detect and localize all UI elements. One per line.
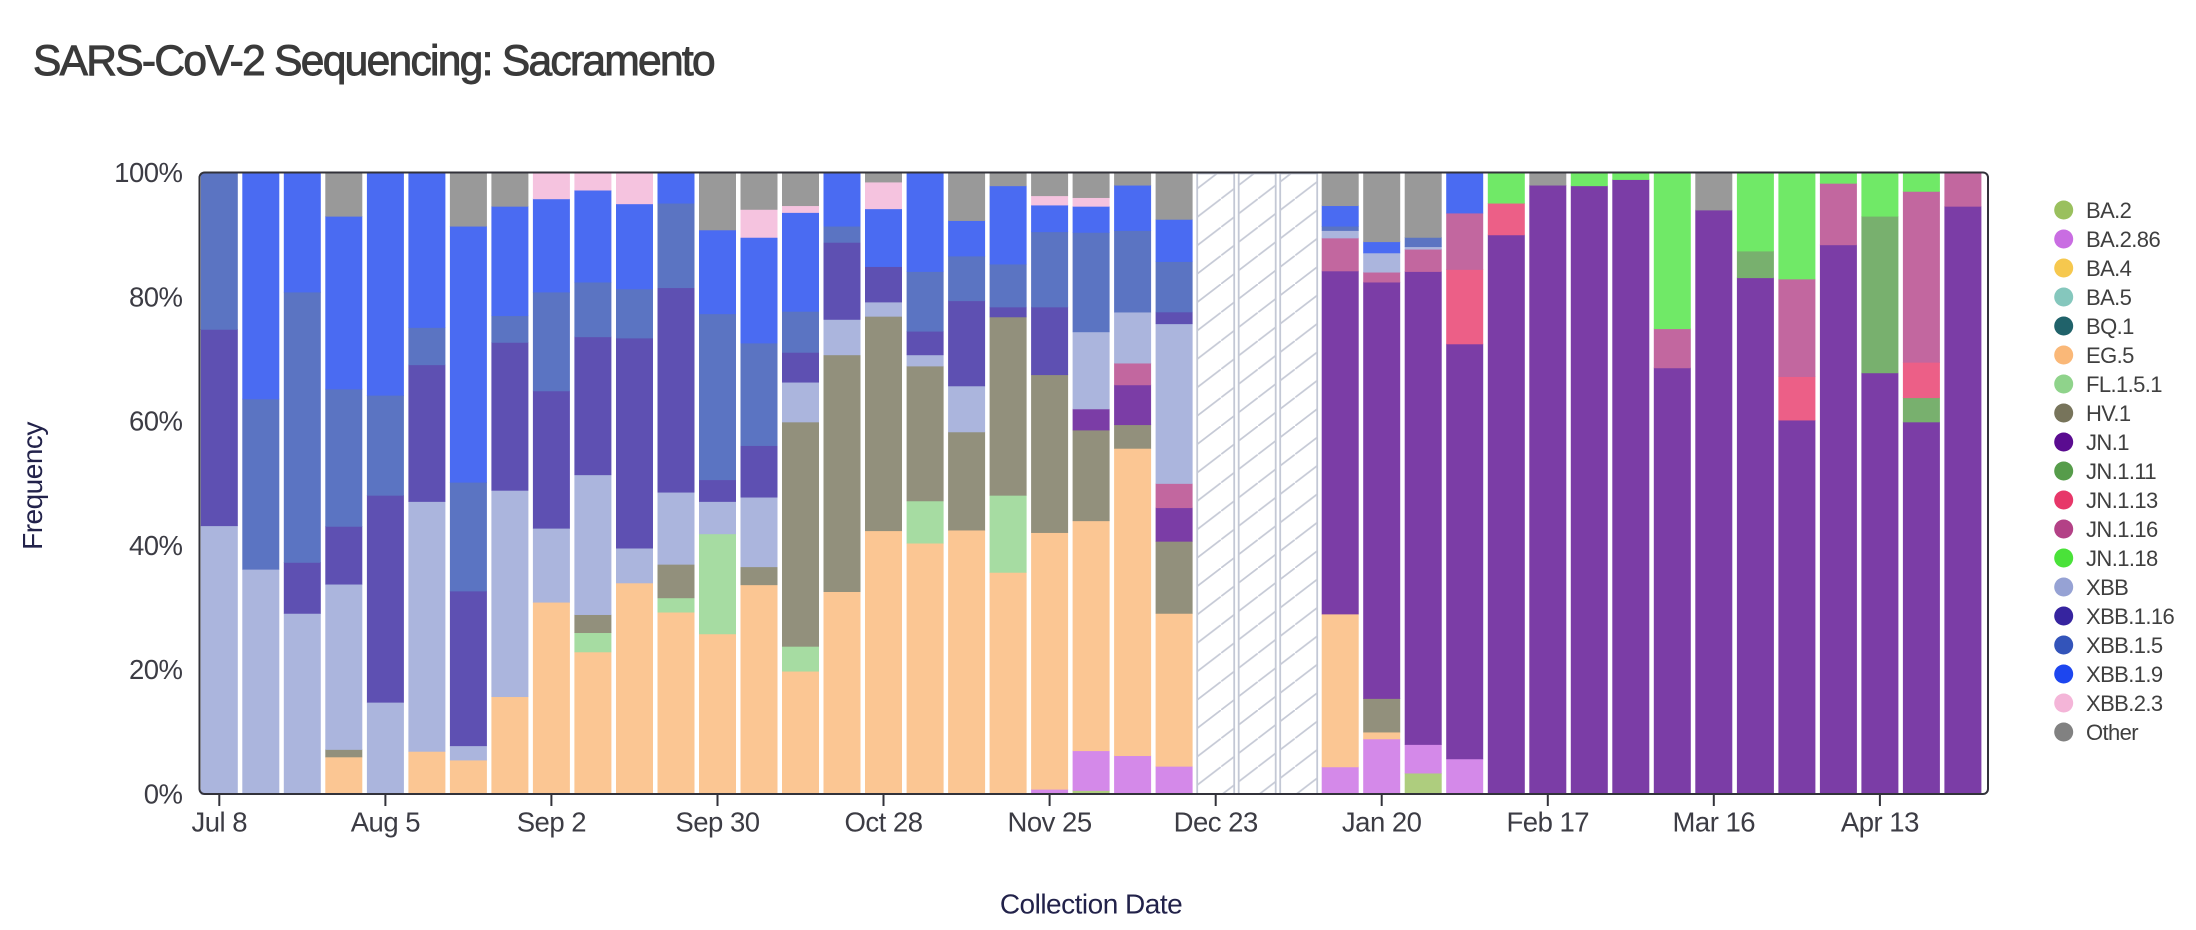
- svg-text:Nov 25: Nov 25: [1008, 807, 1092, 838]
- svg-text:JN.1.16: JN.1.16: [2086, 517, 2158, 542]
- svg-text:FL.1.5.1: FL.1.5.1: [2086, 372, 2162, 397]
- svg-text:Jul 8: Jul 8: [192, 807, 248, 838]
- svg-text:0%: 0%: [144, 779, 183, 810]
- svg-text:JN.1.11: JN.1.11: [2086, 459, 2156, 484]
- svg-text:80%: 80%: [129, 281, 183, 312]
- svg-text:Aug 5: Aug 5: [351, 807, 421, 838]
- svg-text:SARS-CoV-2 Sequencing: Sacrame: SARS-CoV-2 Sequencing: Sacramento: [33, 38, 714, 85]
- svg-text:XBB: XBB: [2086, 575, 2128, 600]
- svg-text:BA.5: BA.5: [2086, 285, 2132, 310]
- svg-text:Dec 23: Dec 23: [1174, 807, 1258, 838]
- svg-text:XBB.1.16: XBB.1.16: [2086, 604, 2175, 629]
- svg-text:XBB.2.3: XBB.2.3: [2086, 691, 2163, 716]
- svg-text:BA.2: BA.2: [2086, 198, 2132, 223]
- svg-text:Collection Date: Collection Date: [1000, 889, 1182, 920]
- svg-text:40%: 40%: [129, 530, 183, 561]
- svg-text:JN.1.13: JN.1.13: [2086, 488, 2158, 513]
- svg-text:Apr 13: Apr 13: [1841, 807, 1919, 838]
- svg-text:Other: Other: [2086, 720, 2138, 745]
- svg-text:60%: 60%: [129, 406, 183, 437]
- svg-text:Frequency: Frequency: [17, 422, 48, 550]
- svg-text:Feb 17: Feb 17: [1506, 807, 1589, 838]
- svg-text:100%: 100%: [114, 157, 182, 188]
- svg-text:20%: 20%: [129, 654, 183, 685]
- svg-text:BQ.1: BQ.1: [2086, 314, 2134, 339]
- svg-text:Oct 28: Oct 28: [844, 807, 922, 838]
- svg-text:JN.1: JN.1: [2086, 430, 2129, 455]
- svg-text:XBB.1.9: XBB.1.9: [2086, 662, 2163, 687]
- svg-text:XBB.1.5: XBB.1.5: [2086, 633, 2163, 658]
- svg-text:BA.4: BA.4: [2086, 256, 2132, 281]
- svg-text:EG.5: EG.5: [2086, 343, 2134, 368]
- svg-text:Jan 20: Jan 20: [1342, 807, 1422, 838]
- svg-text:HV.1: HV.1: [2086, 401, 2131, 426]
- svg-text:Sep 30: Sep 30: [675, 807, 759, 838]
- svg-text:BA.2.86: BA.2.86: [2086, 227, 2160, 252]
- svg-text:Mar 16: Mar 16: [1673, 807, 1756, 838]
- svg-text:JN.1.18: JN.1.18: [2086, 546, 2158, 571]
- svg-text:Sep 2: Sep 2: [517, 807, 586, 838]
